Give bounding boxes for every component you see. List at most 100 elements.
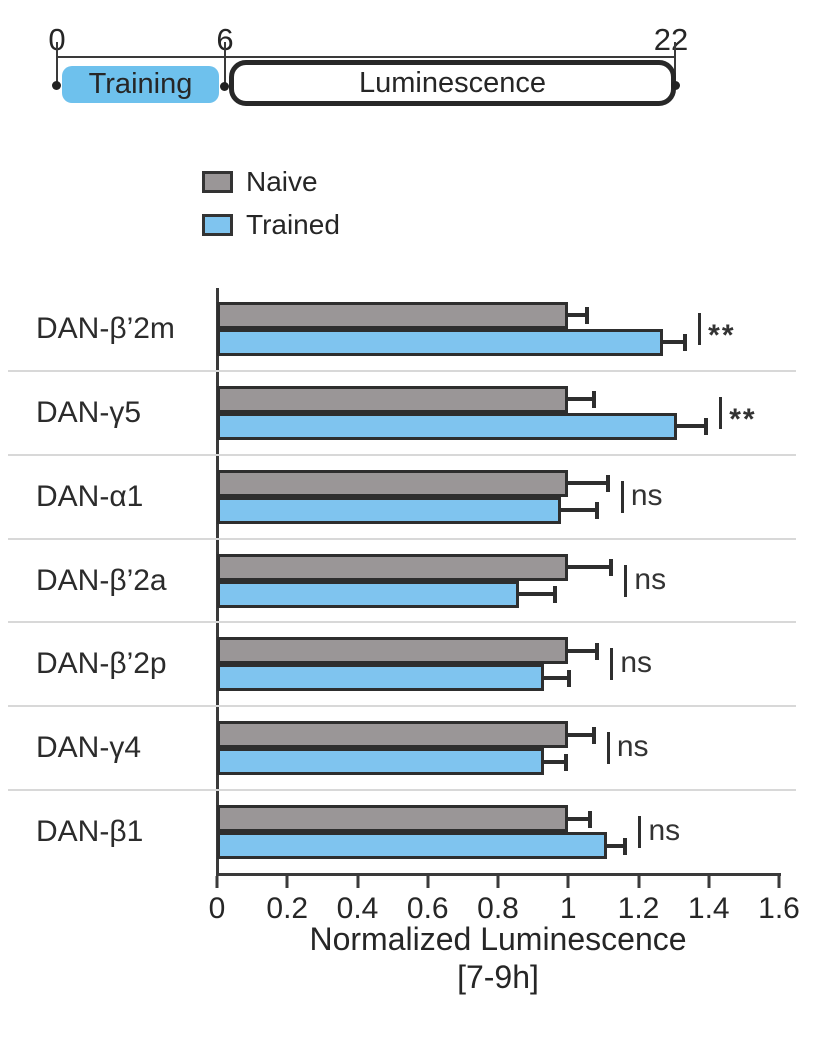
timeline-tick-mark: [674, 42, 676, 86]
x-tick: [777, 876, 781, 888]
x-tick-label: 1.6: [758, 892, 800, 925]
error-cap: [567, 669, 572, 687]
x-axis: 0 0.2 0.4 0.6 0.8 1 1.2 1.4 1.6: [209, 876, 800, 936]
error-cap: [591, 391, 596, 409]
row-label: DAN-β’2m: [36, 311, 175, 345]
bar-chart: DAN-β’2m ** DAN-γ5 ** DAN-α1 ns DAN-β’2a ns DAN-…: [8, 288, 796, 873]
row-label: DAN-β’2p: [36, 647, 167, 681]
x-axis-title: Normalized Luminescence [7-9h]: [217, 920, 779, 997]
significance-marker: ns: [606, 730, 649, 765]
error-cap: [584, 307, 589, 325]
chart-row: DAN-γ5 **: [8, 372, 796, 456]
bar-holder: [217, 496, 779, 524]
training-label: Training: [88, 68, 193, 100]
naive-bar: [217, 721, 569, 749]
row-label: DAN-β’2a: [36, 563, 167, 597]
significance-line: [624, 564, 628, 597]
bar-holder: [217, 637, 779, 665]
error-cap: [553, 586, 558, 603]
x-tick: [496, 876, 500, 888]
bar-pair: [217, 469, 779, 524]
x-tick-label: 0.2: [266, 892, 309, 925]
x-tick-label: 0: [208, 892, 226, 925]
bar-holder: [217, 328, 779, 356]
error-whisker: [541, 675, 569, 680]
timeline-dot-mid: [220, 82, 229, 91]
x-tick: [566, 876, 570, 888]
bar-holder: [217, 721, 779, 749]
x-tick-label: 1: [559, 892, 577, 925]
error-whisker: [566, 397, 593, 402]
significance-marker: ns: [620, 480, 663, 513]
error-cap: [623, 837, 628, 855]
bar-pair: [217, 637, 779, 692]
trained-bar: [217, 328, 664, 356]
significance-marker: ns: [610, 646, 653, 681]
error-cap: [595, 502, 600, 520]
significance-line: [610, 648, 614, 681]
naive-bar: [217, 385, 569, 413]
timeline-dot-start: [52, 81, 61, 90]
naive-bar: [217, 637, 569, 665]
error-cap: [605, 475, 610, 493]
x-tick-label: 1.2: [617, 892, 660, 925]
significance-label: ns: [648, 814, 681, 848]
bar-holder: [217, 832, 779, 860]
x-tick: [215, 876, 219, 888]
naive-bar: [217, 805, 569, 833]
trained-swatch: [202, 214, 233, 236]
error-whisker: [675, 424, 706, 429]
error-whisker: [566, 732, 593, 737]
error-whisker: [566, 481, 607, 486]
bar-holder: [217, 805, 779, 833]
bar-pair: [217, 805, 779, 860]
significance-line: [719, 396, 723, 429]
chart-row: DAN-γ4 ns: [8, 707, 796, 792]
trained-bar: [217, 412, 678, 440]
chart-row: DAN-β’2p ns: [8, 623, 796, 708]
naive-bar: [217, 301, 569, 329]
significance-label: ns: [616, 730, 649, 764]
timeline-dot-end: [671, 81, 680, 90]
error-cap: [704, 418, 709, 436]
row-label: DAN-γ4: [36, 731, 142, 765]
trained-bar: [217, 832, 607, 860]
bar-holder: [217, 664, 779, 692]
bar-holder: [217, 748, 779, 776]
x-tick-label: 0.4: [336, 892, 379, 925]
significance-marker: **: [719, 396, 756, 434]
timeline-tick-label-0: 0: [48, 22, 66, 57]
error-whisker: [566, 565, 611, 569]
legend-item-naive: Naive: [202, 166, 340, 198]
significance-marker: ns: [638, 814, 681, 849]
error-cap: [595, 642, 600, 660]
significance-line: [620, 480, 624, 513]
x-tick-label: 0.8: [477, 892, 519, 925]
significance-label: ns: [620, 646, 653, 680]
significance-line: [606, 732, 610, 765]
x-tick: [356, 876, 359, 888]
x-tick: [285, 876, 289, 888]
trained-bar: [217, 580, 520, 608]
legend-label-trained: Trained: [246, 209, 340, 240]
timeline-ruler: [57, 56, 676, 58]
significance-marker: **: [698, 312, 735, 350]
timeline-tick-mark: [56, 42, 58, 86]
error-cap: [609, 559, 614, 576]
x-axis-title-line2: [7-9h]: [457, 959, 539, 996]
significance-label: **: [708, 318, 736, 352]
x-tick: [426, 876, 430, 888]
chart-row: DAN-α1 ns: [8, 456, 796, 540]
luminescence-box: Luminescence: [229, 60, 676, 106]
bar-pair: [217, 301, 779, 356]
legend-item-trained: Trained: [202, 209, 340, 241]
x-axis-title-line1: Normalized Luminescence: [309, 921, 687, 957]
timeline-tick-mark: [224, 42, 226, 86]
row-label: DAN-γ5: [36, 395, 142, 429]
chart-row: DAN-β’2a ns: [8, 540, 796, 624]
timeline-tick-label-6: 6: [216, 22, 234, 57]
trained-bar: [217, 664, 544, 692]
row-label: DAN-α1: [36, 479, 144, 513]
bar-pair: [217, 385, 779, 440]
